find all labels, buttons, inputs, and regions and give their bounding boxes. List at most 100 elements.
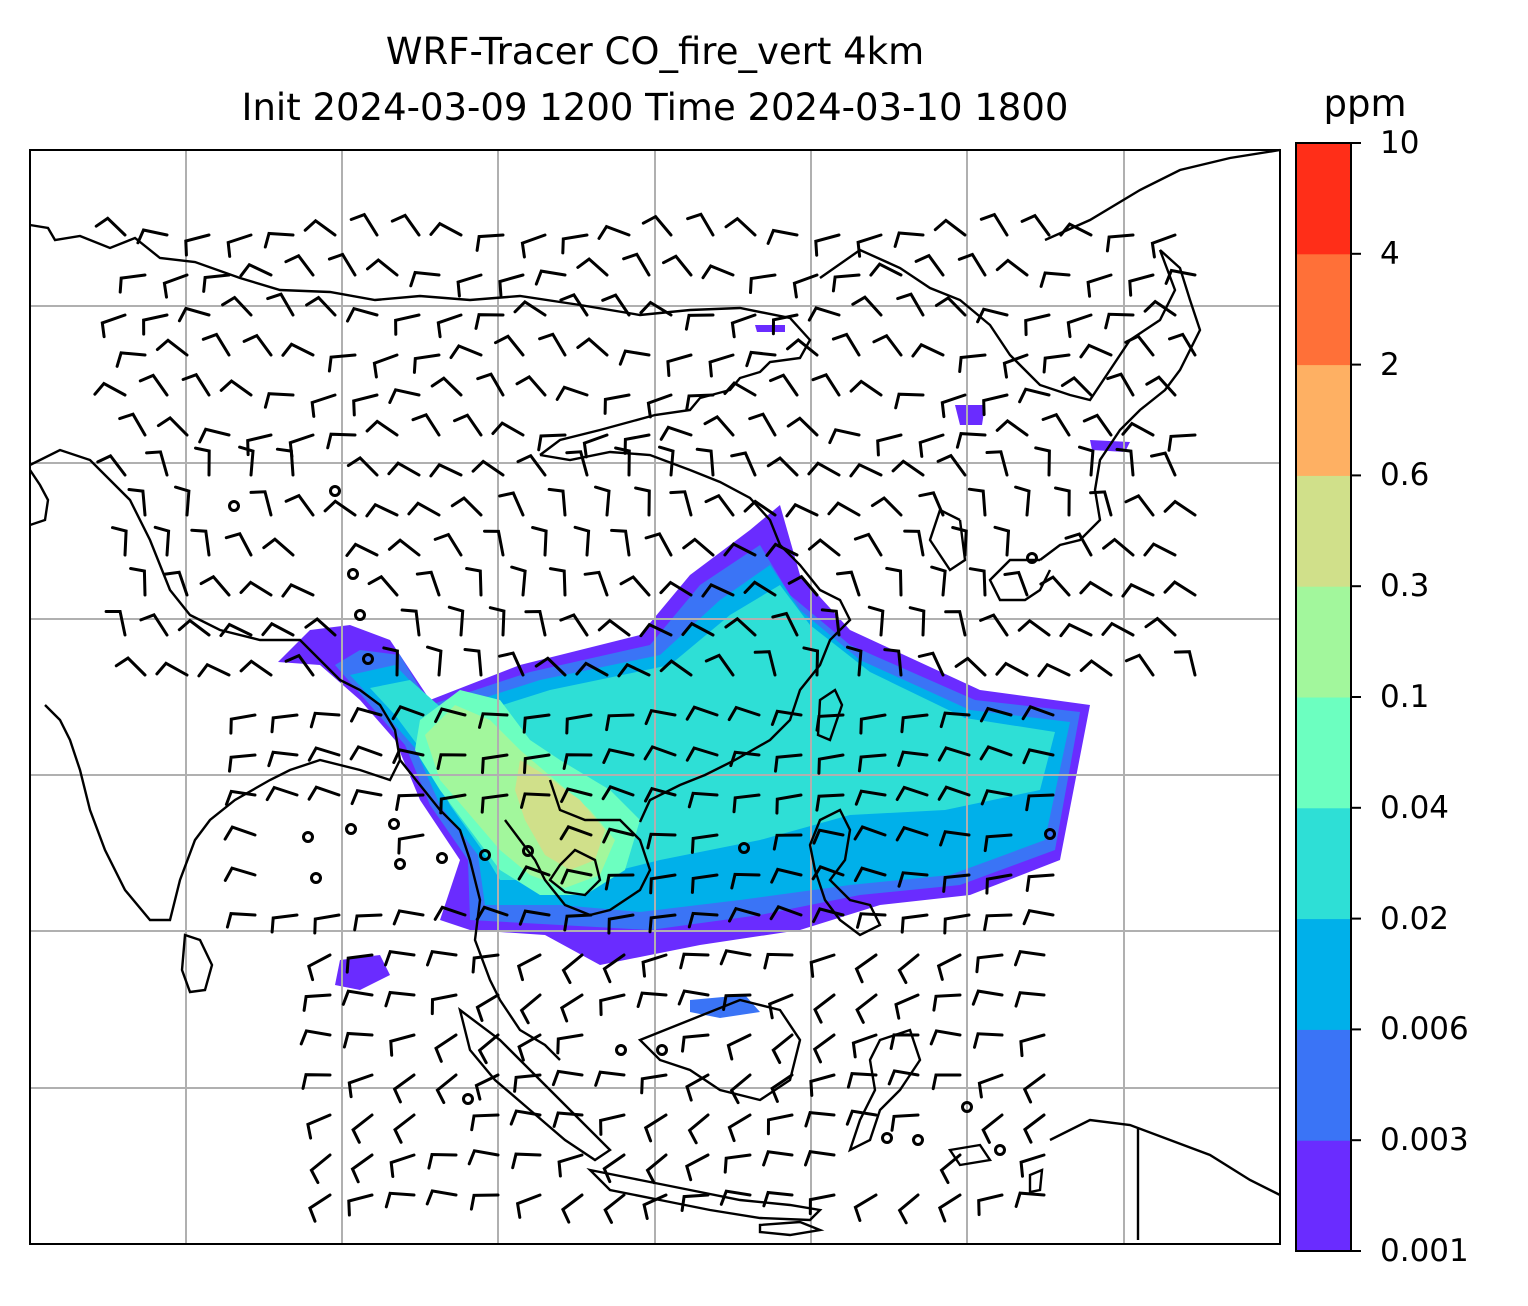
coastline-korea-china <box>539 450 852 823</box>
wind-barb-112 <box>430 376 463 397</box>
wind-barb-169 <box>695 447 715 477</box>
wind-barb-228 <box>1102 537 1135 557</box>
wind-barb-485 <box>509 1109 542 1126</box>
wind-barb-198 <box>870 496 903 517</box>
wind-barb-286 <box>426 645 443 677</box>
wind-barb-459 <box>889 1033 920 1050</box>
wind-barb-342 <box>937 746 971 762</box>
wind-barb-217 <box>610 528 631 557</box>
wind-barb-433 <box>475 993 500 1022</box>
wind-barb-435 <box>559 993 584 1023</box>
wind-barb-128 <box>1106 372 1135 397</box>
wind-barb-329 <box>392 748 425 764</box>
wind-barbs <box>93 212 1197 1225</box>
wind-barb-237 <box>465 567 483 597</box>
wind-barb-26 <box>118 273 147 294</box>
colorbar-tick-label-9: 4 <box>1380 235 1400 272</box>
coastline-asia-north <box>29 223 812 456</box>
wind-barb-172 <box>807 461 841 477</box>
wind-barb-399 <box>563 913 593 932</box>
wind-barb-211 <box>345 542 379 557</box>
wind-barb-461 <box>973 1032 1004 1049</box>
colorbar-segment-8 <box>1296 253 1351 366</box>
calm-wind-circle-19 <box>912 1134 924 1146</box>
wind-barb-452 <box>517 1033 542 1062</box>
calm-wind-circle-4 <box>362 653 374 665</box>
wind-barb-297 <box>883 648 903 677</box>
wind-barb-205 <box>1163 499 1197 517</box>
wind-barb-126 <box>1018 387 1051 404</box>
wind-barb-362 <box>937 785 971 801</box>
calm-wind-circle-11 <box>479 849 491 861</box>
wind-barb-465 <box>392 1073 416 1104</box>
wind-barb-405 <box>812 907 845 923</box>
wind-barb-304 <box>1173 650 1197 677</box>
wind-barb-385 <box>811 864 845 881</box>
wind-barb-127 <box>1060 375 1093 397</box>
wind-barb-516 <box>469 1193 500 1211</box>
wind-barb-191 <box>594 485 611 517</box>
wind-barb-460 <box>929 1029 962 1046</box>
wind-barb-123 <box>894 392 925 410</box>
wind-barb-165 <box>516 453 547 477</box>
wind-barb-427 <box>975 953 1004 974</box>
wind-barb-175 <box>936 453 967 477</box>
wind-barb-149 <box>918 433 945 458</box>
wind-barb-130 <box>118 412 147 437</box>
map-title-line2: Init 2024-03-09 1200 Time 2024-03-10 180… <box>241 86 1069 129</box>
wind-barb-282 <box>197 662 231 678</box>
wind-barb-68 <box>771 313 799 336</box>
wind-barb-206 <box>111 526 128 557</box>
wind-barb-517 <box>515 1193 542 1219</box>
wind-barb-319 <box>815 713 845 732</box>
calm-wind-circle-18 <box>881 1132 893 1144</box>
wind-barb-242 <box>659 580 693 597</box>
wind-barb-324 <box>1021 704 1055 721</box>
wind-barb-136 <box>365 419 399 437</box>
wind-barb-476 <box>846 1072 878 1089</box>
wind-barb-216 <box>573 525 591 557</box>
wind-barb-230 <box>129 567 147 597</box>
wind-barb-413 <box>384 950 416 967</box>
colorbar-segment-1 <box>1296 1029 1351 1141</box>
coastline-kamchatka-japan <box>1039 249 1202 561</box>
wind-barb-108 <box>263 392 295 409</box>
wind-barb-157 <box>145 450 169 477</box>
wind-barb-273 <box>908 606 926 637</box>
wind-barb-276 <box>1017 618 1051 637</box>
wind-barb-15 <box>724 216 757 237</box>
wind-barb-137 <box>411 412 441 437</box>
wind-barb-473 <box>729 1073 752 1105</box>
wind-barb-528 <box>977 1193 1004 1217</box>
wind-barb-373 <box>853 825 887 841</box>
wind-barb-77 <box>1143 299 1177 317</box>
wind-barb-426 <box>936 953 962 981</box>
wind-barb-320 <box>859 713 887 735</box>
wind-barb-28 <box>202 273 231 293</box>
wind-barb-346 <box>265 785 299 802</box>
wind-barb-409 <box>983 913 1013 932</box>
wind-barb-30 <box>284 253 315 277</box>
wind-barb-35 <box>498 273 525 297</box>
wind-barb-122 <box>849 379 883 397</box>
wind-barb-233 <box>239 580 273 597</box>
wind-barb-466 <box>435 1073 458 1105</box>
wind-barb-59 <box>394 313 421 336</box>
wind-barb-424 <box>854 953 878 984</box>
wind-barb-495 <box>981 1113 1004 1144</box>
wind-barb-387 <box>897 871 929 888</box>
wind-barb-66 <box>684 313 715 331</box>
wind-barb-69 <box>807 306 841 322</box>
wind-barb-403 <box>728 906 761 923</box>
wind-barb-331 <box>481 753 509 775</box>
wind-barb-378 <box>517 865 551 881</box>
wind-barb-441 <box>813 993 836 1024</box>
wind-barb-408 <box>943 913 971 935</box>
wind-barb-407 <box>900 913 929 934</box>
wind-barb-381 <box>649 873 677 895</box>
wind-barb-448 <box>342 1031 374 1049</box>
calm-wind-circle-16 <box>615 1044 627 1056</box>
wind-barb-214 <box>483 529 505 557</box>
wind-barb-318 <box>770 709 803 726</box>
